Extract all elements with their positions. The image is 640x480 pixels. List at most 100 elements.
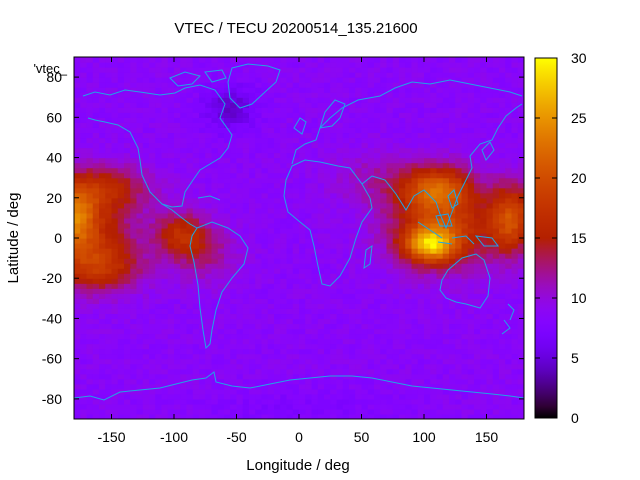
heatmap-cell	[230, 393, 238, 400]
heatmap-cell	[499, 112, 506, 118]
heatmap-cell	[186, 318, 194, 325]
heatmap-cell	[155, 368, 163, 375]
heatmap-cell	[142, 222, 150, 229]
heatmap-cell	[361, 318, 369, 325]
heatmap-cell	[111, 92, 119, 98]
heatmap-cell	[124, 192, 131, 199]
heatmap-cell	[505, 298, 513, 304]
heatmap-cell	[267, 127, 275, 134]
heatmap-cell	[292, 197, 300, 204]
heatmap-cell	[374, 77, 381, 83]
heatmap-cell	[261, 363, 269, 370]
heatmap-cell	[261, 383, 269, 390]
heatmap-cell	[299, 358, 306, 365]
heatmap-cell	[311, 328, 319, 335]
heatmap-cell	[217, 253, 225, 259]
heatmap-cell	[336, 313, 344, 320]
heatmap-cell	[80, 112, 88, 118]
heatmap-cell	[267, 298, 275, 304]
heatmap-cell	[392, 227, 400, 234]
heatmap-cell	[86, 232, 94, 239]
heatmap-cell	[299, 363, 306, 370]
heatmap-cell	[499, 57, 506, 63]
heatmap-cell	[236, 413, 244, 419]
heatmap-cell	[449, 368, 456, 375]
heatmap-cell	[180, 273, 188, 279]
heatmap-cell	[424, 273, 431, 279]
heatmap-cell	[280, 117, 288, 123]
heatmap-cell	[349, 328, 356, 335]
heatmap-cell	[392, 67, 400, 73]
heatmap-cell	[130, 202, 138, 209]
heatmap-cell	[99, 212, 106, 219]
heatmap-cell	[486, 238, 494, 244]
heatmap-cell	[280, 373, 288, 380]
heatmap-cell	[124, 172, 131, 179]
heatmap-cell	[192, 182, 200, 189]
heatmap-cell	[242, 363, 250, 370]
heatmap-cell	[480, 408, 488, 415]
heatmap-cell	[461, 253, 469, 259]
heatmap-cell	[149, 323, 156, 330]
heatmap-cell	[305, 413, 313, 419]
heatmap-cell	[267, 343, 275, 350]
heatmap-cell	[324, 197, 331, 204]
heatmap-cell	[111, 268, 119, 274]
heatmap-cell	[205, 102, 213, 108]
heatmap-cell	[361, 187, 369, 194]
heatmap-cell	[167, 92, 175, 98]
heatmap-cell	[336, 202, 344, 209]
heatmap-cell	[424, 87, 431, 93]
heatmap-cell	[392, 288, 400, 294]
heatmap-cell	[486, 192, 494, 199]
heatmap-cell	[430, 162, 438, 169]
heatmap-cell	[449, 57, 456, 63]
heatmap-cell	[499, 383, 506, 390]
heatmap-cell	[317, 127, 325, 134]
heatmap-cell	[405, 388, 413, 395]
heatmap-cell	[155, 62, 163, 68]
heatmap-cell	[324, 273, 331, 279]
heatmap-cell	[217, 273, 225, 279]
heatmap-cell	[274, 122, 281, 128]
heatmap-cell	[155, 358, 163, 365]
heatmap-cell	[424, 217, 431, 224]
heatmap-cell	[492, 343, 500, 350]
heatmap-cell	[455, 87, 463, 93]
heatmap-cell	[186, 137, 194, 144]
heatmap-cell	[442, 258, 450, 264]
heatmap-cell	[249, 162, 256, 169]
heatmap-cell	[174, 288, 181, 294]
heatmap-cell	[486, 57, 494, 63]
heatmap-cell	[217, 192, 225, 199]
heatmap-cell	[342, 278, 350, 284]
heatmap-cell	[267, 87, 275, 93]
heatmap-cell	[474, 303, 481, 309]
heatmap-cell	[405, 323, 413, 330]
heatmap-cell	[230, 238, 238, 244]
heatmap-cell	[236, 348, 244, 355]
heatmap-cell	[255, 67, 263, 73]
heatmap-cell	[292, 318, 300, 325]
heatmap-cell	[342, 398, 350, 405]
heatmap-cell	[155, 147, 163, 154]
heatmap-cell	[436, 403, 444, 410]
heatmap-cell	[230, 232, 238, 239]
heatmap-cell	[399, 127, 406, 134]
heatmap-cell	[411, 157, 419, 164]
heatmap-cell	[336, 57, 344, 63]
heatmap-cell	[386, 232, 394, 239]
heatmap-cell	[424, 408, 431, 415]
heatmap-cell	[461, 393, 469, 400]
heatmap-cell	[142, 122, 150, 128]
heatmap-cell	[99, 137, 106, 144]
heatmap-cell	[192, 253, 200, 259]
heatmap-cell	[92, 142, 100, 149]
heatmap-cell	[192, 132, 200, 139]
heatmap-cell	[199, 238, 206, 244]
heatmap-cell	[355, 142, 363, 149]
heatmap-cell	[374, 117, 381, 123]
heatmap-cell	[111, 338, 119, 345]
heatmap-cell	[155, 57, 163, 63]
heatmap-cell	[267, 413, 275, 419]
